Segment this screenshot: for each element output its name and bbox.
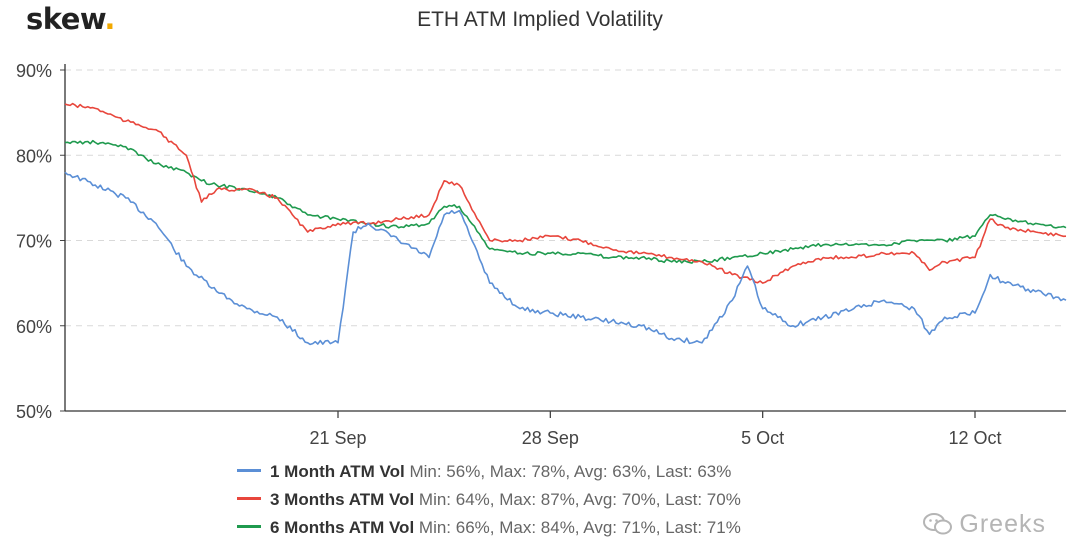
legend-item-3-months[interactable]: 3 Months ATM Vol Min: 64%, Max: 87%, Avg… bbox=[237, 486, 741, 514]
chart-title: ETH ATM Implied Volatility bbox=[417, 8, 663, 31]
watermark-text: Greeks bbox=[959, 510, 1046, 538]
series-line-6-months bbox=[64, 139, 1067, 264]
legend-swatch-6-months bbox=[237, 525, 261, 529]
skew-logo: skew. bbox=[26, 2, 115, 36]
x-tick-label: 5 Oct bbox=[741, 428, 784, 448]
wechat-icon bbox=[923, 513, 953, 535]
y-tick-label: 60% bbox=[16, 317, 52, 337]
series-line-3-months bbox=[64, 102, 1067, 284]
legend-swatch-1-month bbox=[237, 469, 261, 473]
series-line-1-month bbox=[64, 171, 1067, 346]
chart-legend: 1 Month ATM Vol Min: 56%, Max: 78%, Avg:… bbox=[237, 458, 741, 542]
watermark: Greeks bbox=[923, 510, 1046, 539]
line-chart: 50% 60% 70% 80% 90% 21 Sep 28 Sep 5 Oct 12 Oct bbox=[16, 61, 1067, 448]
legend-swatch-3-months bbox=[237, 497, 261, 501]
x-tick-label: 28 Sep bbox=[522, 428, 579, 448]
legend-item-6-months[interactable]: 6 Months ATM Vol Min: 66%, Max: 84%, Avg… bbox=[237, 514, 741, 542]
y-tick-label: 50% bbox=[16, 402, 52, 422]
legend-item-1-month[interactable]: 1 Month ATM Vol Min: 56%, Max: 78%, Avg:… bbox=[237, 458, 741, 486]
y-tick-label: 90% bbox=[16, 61, 52, 81]
y-tick-label: 70% bbox=[16, 232, 52, 252]
y-tick-label: 80% bbox=[16, 146, 52, 166]
x-tick-label: 12 Oct bbox=[948, 428, 1001, 448]
x-tick-label: 21 Sep bbox=[309, 428, 366, 448]
